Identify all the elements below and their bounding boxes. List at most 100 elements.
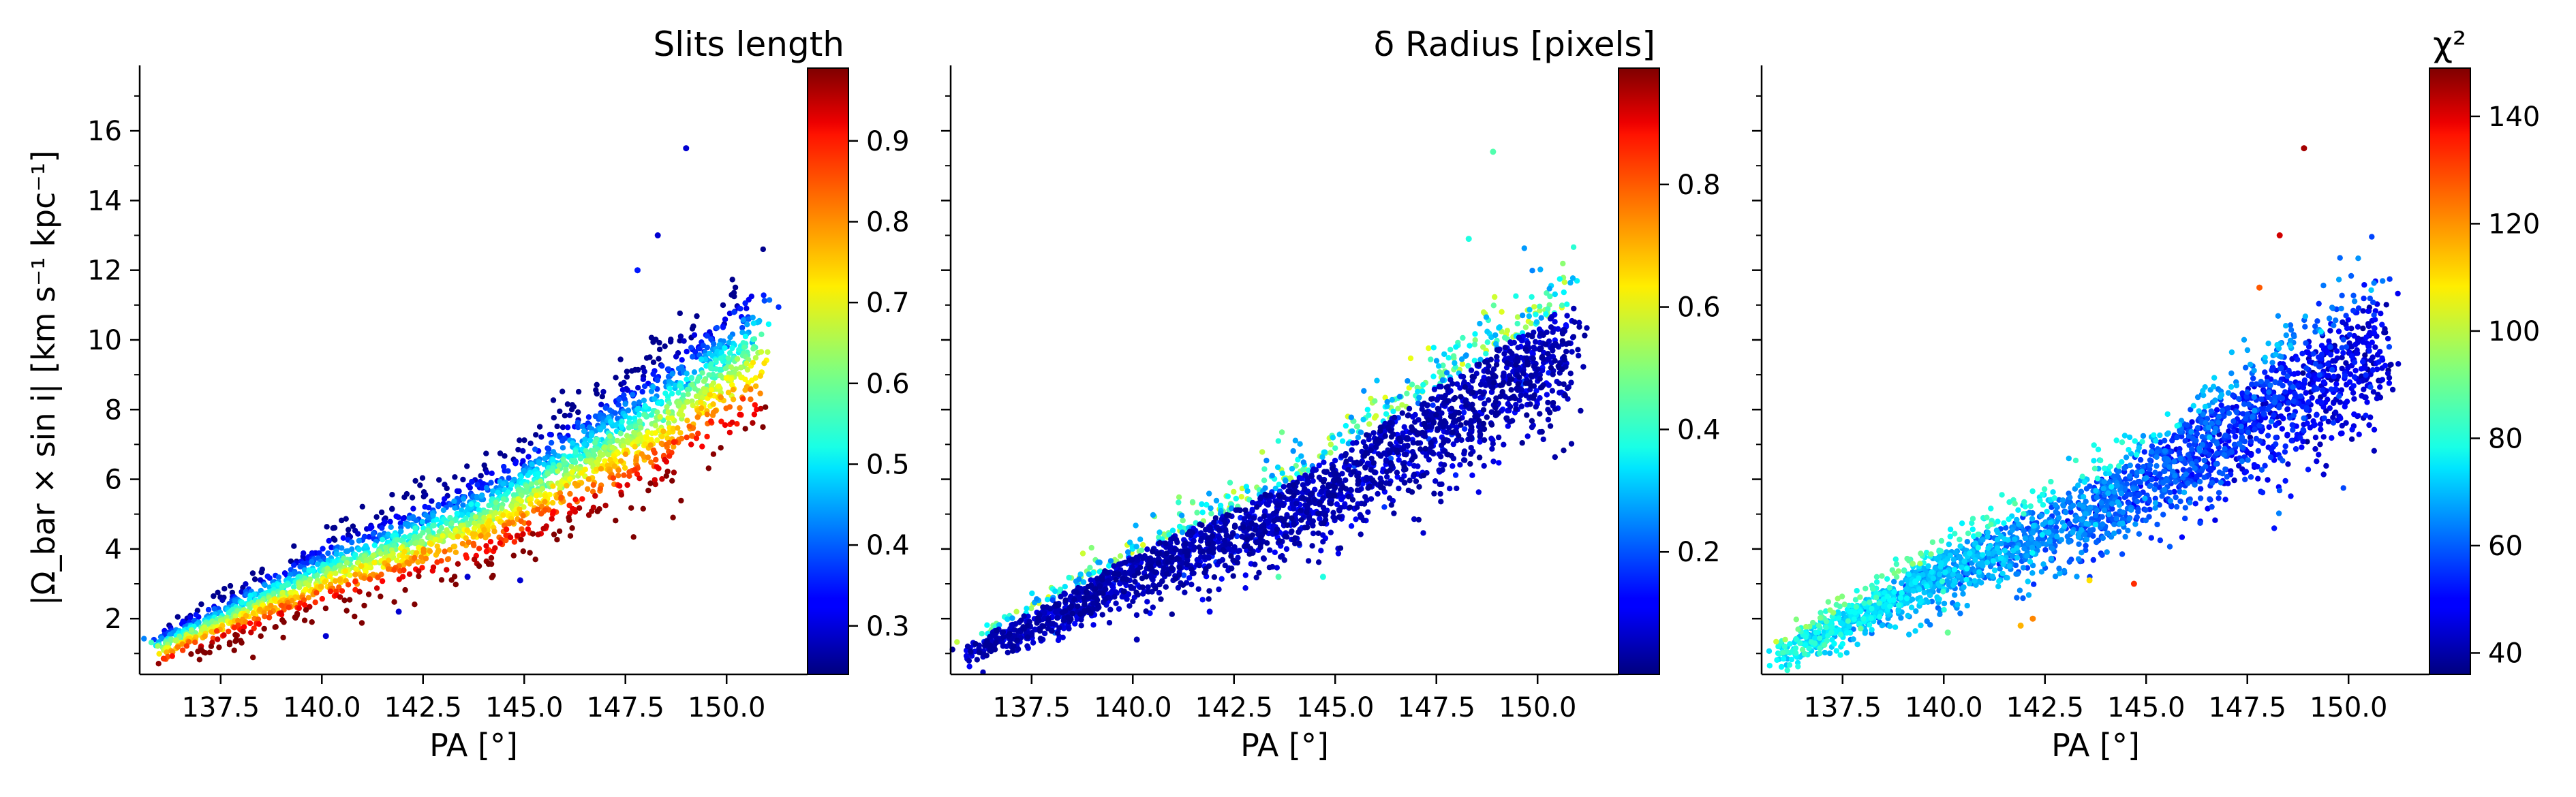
scatter-point [481, 462, 487, 469]
scatter-point [454, 510, 460, 516]
scatter-point [691, 332, 698, 338]
scatter-point [527, 440, 534, 446]
scatter-point [1066, 574, 1072, 581]
scatter-point [1383, 411, 1390, 417]
scatter-point [1311, 497, 1317, 503]
scatter-point [1409, 449, 1416, 455]
y-tick-label: 14 [87, 185, 122, 217]
scatter-point [385, 531, 391, 537]
scatter-point [575, 409, 581, 416]
colorbar-tick-label: 0.7 [866, 287, 910, 319]
scatter-point [1348, 487, 1355, 493]
scatter-point [1106, 620, 1113, 626]
scatter-point [211, 606, 217, 612]
scatter-point [520, 548, 526, 554]
scatter-point [542, 455, 548, 462]
scatter-point [622, 465, 628, 471]
scatter-point [669, 415, 675, 422]
scatter-point [1415, 388, 1421, 395]
scatter-point [327, 588, 334, 595]
scatter-point [273, 624, 279, 630]
scatter-point [240, 629, 246, 635]
scatter-point [1441, 418, 1447, 424]
scatter-point [1217, 502, 1224, 509]
scatter-point [1496, 460, 1502, 466]
scatter-point [1529, 424, 1535, 431]
scatter-point [339, 588, 346, 594]
scatter-point [726, 429, 733, 436]
scatter-point [497, 540, 503, 546]
scatter-point [710, 409, 717, 416]
scatter-points-middle [949, 149, 1590, 675]
scatter-point [155, 661, 162, 667]
scatter-point [1315, 530, 1321, 536]
scatter-point [1439, 377, 1446, 384]
scatter-point [688, 441, 694, 448]
scatter-point [758, 331, 765, 337]
scatter-point [1129, 564, 1135, 570]
scatter-point [616, 396, 622, 403]
scatter-point [776, 304, 782, 310]
scatter-point [1472, 413, 1478, 420]
scatter-point [1293, 501, 1300, 507]
scatter-point [728, 364, 735, 371]
outlier-point [322, 633, 329, 640]
scatter-point [373, 585, 380, 591]
scatter-point [677, 430, 684, 436]
scatter-point [1469, 472, 1475, 478]
scatter-point [243, 581, 249, 587]
scatter-point [340, 535, 346, 541]
scatter-point [626, 424, 632, 431]
scatter-point [1545, 399, 1551, 406]
scatter-point [1463, 420, 1469, 426]
y-tick-label: 16 [87, 116, 122, 147]
scatter-point [624, 369, 630, 375]
scatter-point [1218, 576, 1225, 582]
scatter-point [161, 655, 167, 662]
scatter-point [1504, 415, 1510, 421]
scatter-point [607, 433, 613, 439]
scatter-point [1034, 596, 1040, 602]
scatter-point [711, 341, 717, 347]
scatter-point [435, 547, 442, 554]
scatter-point [645, 454, 651, 460]
scatter-point [688, 345, 694, 351]
scatter-point [695, 375, 701, 381]
scatter-point [490, 488, 496, 495]
scatter-point [1413, 478, 1420, 484]
scatter-point [1540, 332, 1546, 339]
scatter-point [1013, 621, 1019, 627]
scatter-point [1527, 401, 1533, 407]
scatter-point [564, 401, 571, 407]
scatter-point [714, 324, 720, 331]
scatter-point [156, 651, 162, 657]
scatter-point [1290, 505, 1297, 512]
scatter-point [564, 424, 571, 431]
scatter-point [1163, 540, 1169, 546]
scatter-point [705, 465, 712, 471]
scatter-point [206, 649, 213, 655]
scatter-point [174, 614, 181, 620]
scatter-point [511, 539, 518, 545]
scatter-point [1105, 578, 1111, 584]
scatter-point [1420, 530, 1426, 536]
scatter-point [1580, 364, 1586, 370]
scatter-point [672, 382, 679, 388]
scatter-point [1490, 458, 1497, 465]
scatter-point [581, 441, 587, 447]
scatter-point [1261, 466, 1268, 472]
scatter-point [669, 371, 675, 377]
scatter-point [423, 492, 429, 498]
scatter-point [405, 523, 411, 529]
scatter-point [226, 640, 233, 646]
scatter-point [624, 482, 630, 488]
scatter-point [1546, 285, 1552, 292]
scatter-point [213, 628, 220, 634]
scatter-point [550, 483, 556, 489]
scatter-point [429, 498, 435, 504]
scatter-point [694, 414, 701, 420]
scatter-point [1542, 341, 1548, 347]
scatter-point [1358, 429, 1364, 435]
scatter-point [1447, 486, 1453, 492]
